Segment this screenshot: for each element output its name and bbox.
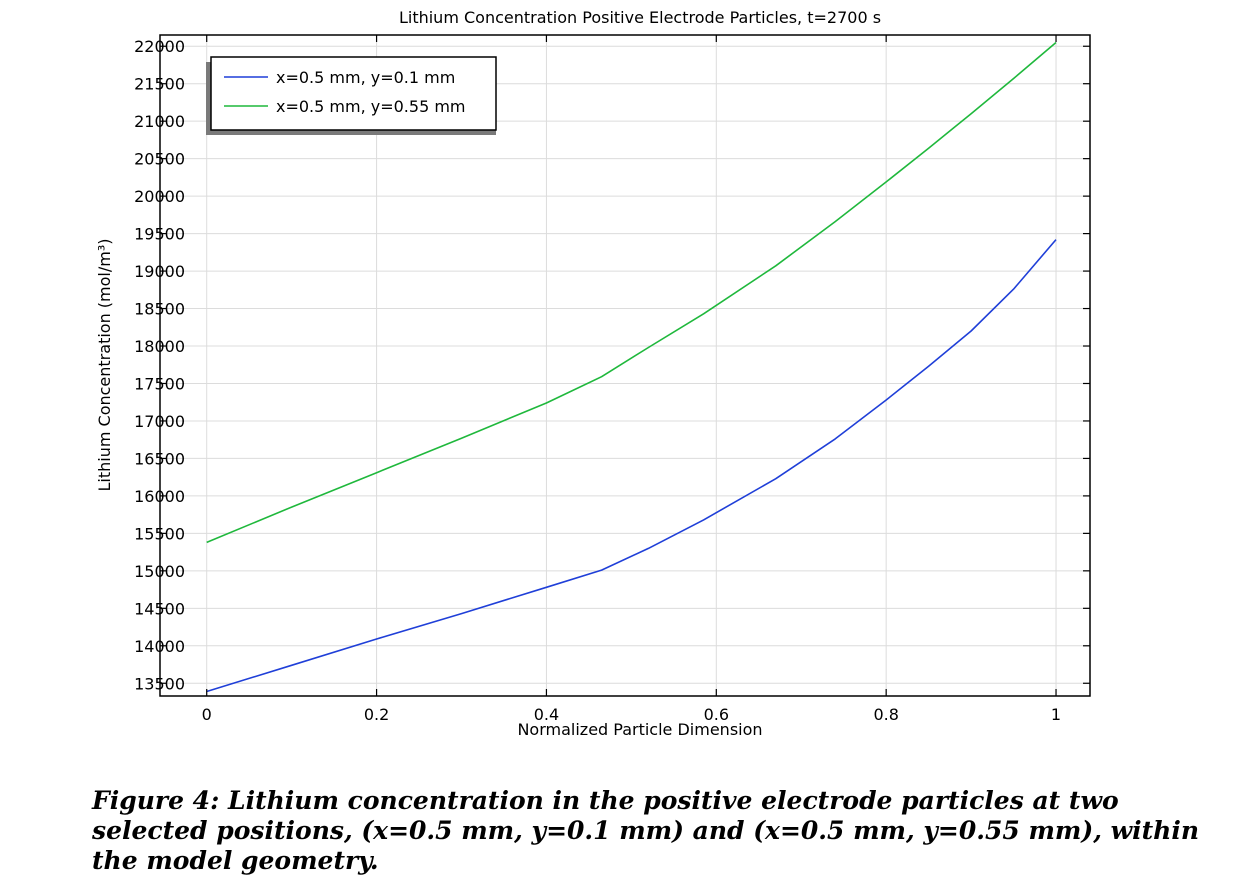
y-tick-label: 18000 [134,337,185,356]
x-axis-label: Normalized Particle Dimension [517,720,762,739]
plot-frame [159,34,1091,697]
y-tick-label: 16000 [134,487,185,506]
x-tick-label: 0.8 [873,705,898,724]
y-tick-label: 19000 [134,262,185,281]
y-tick-label: 21500 [134,75,185,94]
legend-label-series-2: x=0.5 mm, y=0.55 mm [276,97,466,116]
y-tick-label: 15000 [134,562,185,581]
axis-ticks [160,35,1090,696]
series-line-1 [206,239,1057,693]
x-tick-label: 1 [1051,705,1061,724]
legend: x=0.5 mm, y=0.1 mm x=0.5 mm, y=0.55 mm [206,56,497,135]
y-tick-label: 16500 [134,449,185,468]
x-tick-label: 0 [202,705,212,724]
y-axis-tick-labels: 13500 14000 14500 15000 15500 16000 16500 17000… [134,37,185,693]
x-axis-tick-labels: 0 0.2 0.4 0.6 0.8 1 [202,705,1062,724]
y-tick-label: 20000 [134,187,185,206]
y-tick-label: 19500 [134,225,185,244]
y-tick-label: 13500 [134,674,185,693]
y-tick-label: 14500 [134,599,185,618]
series-line-2 [206,41,1057,544]
legend-box [210,56,497,131]
y-axis-label: Lithium Concentration (mol/m³) [95,239,114,492]
y-tick-label: 17000 [134,412,185,431]
y-tick-label: 20500 [134,150,185,169]
x-tick-label: 0.6 [704,705,729,724]
figure-caption: Figure 4: Lithium concentration in the p… [92,786,1200,875]
series-layer [206,41,1057,693]
x-tick-label: 0.2 [364,705,389,724]
y-tick-label: 17500 [134,374,185,393]
y-tick-label: 18500 [134,300,185,319]
y-tick-label: 22000 [134,37,185,56]
y-tick-label: 21000 [134,112,185,131]
legend-label-series-1: x=0.5 mm, y=0.1 mm [276,68,455,87]
chart-title: Lithium Concentration Positive Electrode… [399,8,881,27]
grid-lines [160,35,1090,696]
y-tick-label: 14000 [134,637,185,656]
x-tick-label: 0.4 [534,705,559,724]
y-tick-label: 15500 [134,524,185,543]
